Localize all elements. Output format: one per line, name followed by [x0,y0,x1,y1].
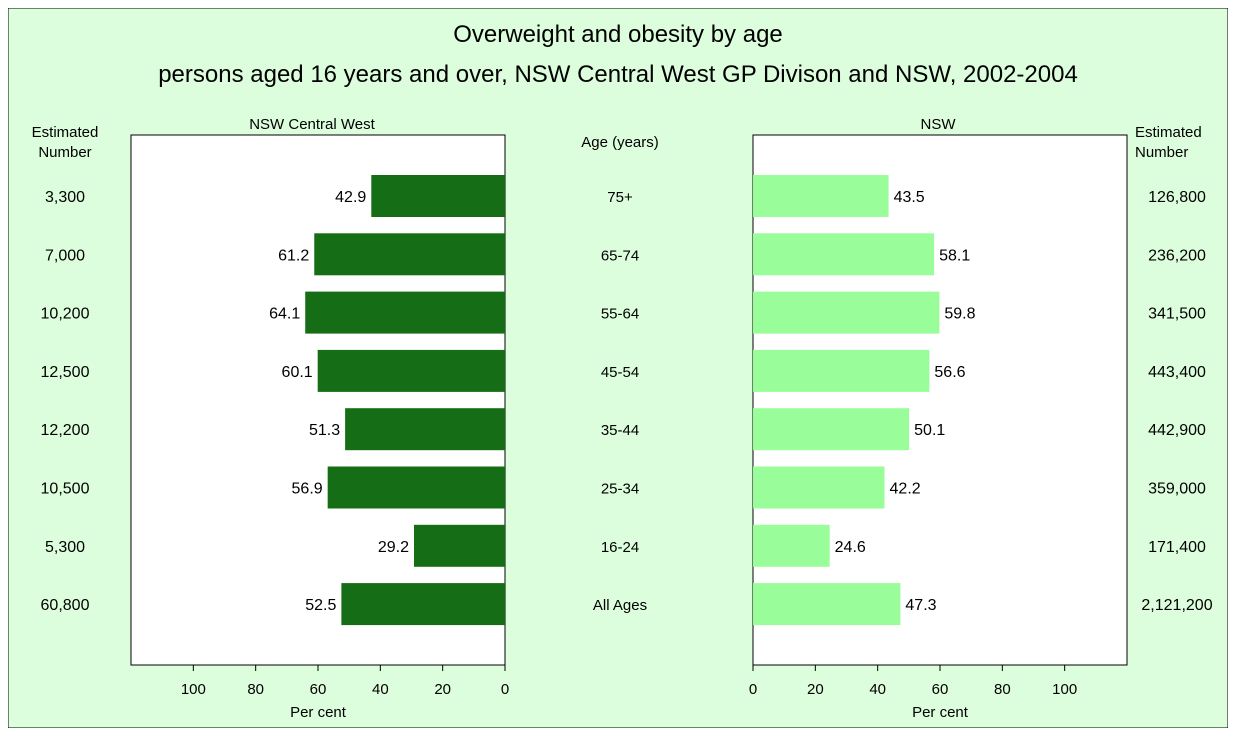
left-x-tick-label: 0 [501,681,509,698]
chart-title-line2: persons aged 16 years and over, NSW Cent… [158,61,1078,88]
right-estimated-number: 359,000 [1148,481,1206,498]
age-category-label: 45-54 [601,364,639,381]
left-estimated-number: 12,200 [41,422,90,439]
left-panel-title: NSW Central West [249,116,375,133]
right-bar [753,466,885,509]
right-bar [753,524,830,567]
left-bar-value-label: 29.2 [378,539,409,556]
left-bar [327,466,505,509]
right-bar [753,233,935,276]
chart-frame: Overweight and obesity by age persons ag… [7,7,1229,729]
left-bar [314,233,505,276]
right-estimated-number: 442,900 [1148,422,1206,439]
right-bar-value-label: 56.6 [934,364,965,381]
left-x-tick-label: 20 [434,681,451,698]
left-x-axis-label: Per cent [290,704,347,721]
right-plot-area [752,134,1128,666]
right-bar-value-label: 58.1 [939,247,970,264]
left-estimated-number: 7,000 [45,247,85,264]
left-bar [341,583,505,626]
right-panel-title: NSW [921,116,957,133]
left-x-tick-label: 80 [247,681,264,698]
left-estimated-number: 10,200 [41,306,90,323]
left-plot-area [130,134,506,666]
left-estimated-number: 5,300 [45,539,85,556]
right-bar [753,291,940,334]
left-x-tick-label: 40 [372,681,389,698]
left-bar-value-label: 61.2 [278,247,309,264]
right-bar [753,408,910,451]
right-bar [753,175,889,217]
left-estimated-number: 10,500 [41,481,90,498]
age-category-label: 65-74 [601,247,639,264]
right-x-axis-label: Per cent [912,704,969,721]
left-bar-value-label: 52.5 [305,597,336,614]
age-category-label: 25-34 [601,481,639,498]
right-bar-value-label: 42.2 [890,481,921,498]
left-x-tick-label: 100 [181,681,206,698]
left-x-tick-label: 60 [310,681,327,698]
right-bar-value-label: 47.3 [905,597,936,614]
right-bar-value-label: 24.6 [835,539,866,556]
right-x-tick-label: 80 [994,681,1011,698]
age-category-label: 16-24 [601,539,639,556]
left-bar-value-label: 51.3 [309,422,340,439]
population-pyramid-chart: Overweight and obesity by age persons ag… [7,7,1229,729]
age-category-label: 35-44 [601,422,639,439]
left-bar-value-label: 56.9 [292,481,323,498]
right-estimated-label-line1: Estimated [1135,124,1202,141]
left-bar-value-label: 64.1 [269,306,300,323]
age-category-label: All Ages [593,597,647,614]
right-x-tick-label: 20 [807,681,824,698]
left-estimated-label-line1: Estimated [32,124,99,141]
left-bar [371,175,505,217]
left-estimated-number: 60,800 [41,597,90,614]
left-estimated-number: 12,500 [41,364,90,381]
right-bar-value-label: 59.8 [944,306,975,323]
right-bar [753,349,930,392]
right-bar-value-label: 50.1 [914,422,945,439]
left-bar [305,291,505,334]
left-bar [317,349,505,392]
left-estimated-label-line2: Number [38,144,91,161]
left-bar [345,408,505,451]
right-bar-value-label: 43.5 [894,189,925,206]
right-estimated-number: 236,200 [1148,247,1206,264]
right-estimated-number: 443,400 [1148,364,1206,381]
right-estimated-number: 2,121,200 [1141,597,1212,614]
right-x-tick-label: 40 [869,681,886,698]
age-category-label: 75+ [607,189,633,206]
chart-title-line1: Overweight and obesity by age [453,21,783,48]
left-bar-value-label: 42.9 [335,189,366,206]
chart-marks: 42.9 43.5 75+ 3,300 126,800 61.2 58.1 65-74 7,00… [41,175,1213,698]
right-estimated-label-line2: Number [1135,144,1188,161]
right-estimated-number: 341,500 [1148,306,1206,323]
left-bar-value-label: 60.1 [282,364,313,381]
right-x-tick-label: 0 [749,681,757,698]
right-x-tick-label: 60 [932,681,949,698]
right-x-tick-label: 100 [1052,681,1077,698]
age-category-label: 55-64 [601,306,639,323]
right-estimated-number: 171,400 [1148,539,1206,556]
left-bar [413,524,505,567]
category-axis-label: Age (years) [581,134,659,151]
right-bar [753,583,901,626]
left-estimated-number: 3,300 [45,189,85,206]
right-estimated-number: 126,800 [1148,189,1206,206]
